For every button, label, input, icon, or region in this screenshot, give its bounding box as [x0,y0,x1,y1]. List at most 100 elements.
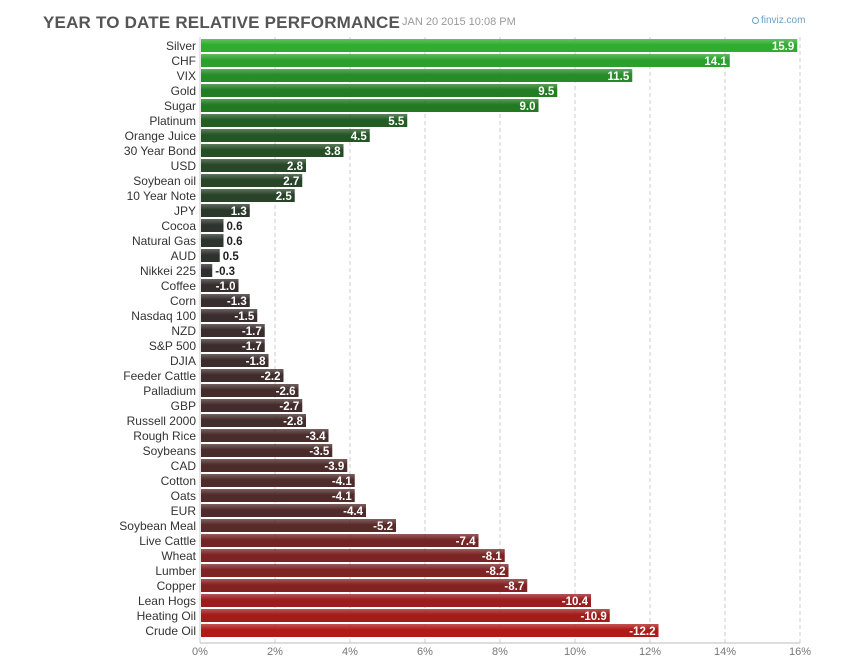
category-label: Gold [171,84,196,98]
value-label: 14.1 [704,56,727,68]
bar [201,444,333,457]
value-label: -10.4 [562,596,589,608]
value-label: -1.3 [227,296,247,308]
bar [201,69,633,82]
category-label: Silver [166,39,196,53]
value-label: -3.4 [306,431,326,443]
category-label: CHF [171,54,196,68]
value-label: 2.5 [276,191,293,203]
category-label: 30 Year Bond [124,144,196,158]
bar [201,474,355,487]
value-label: 4.5 [351,131,368,143]
category-label: Russell 2000 [127,414,197,428]
value-label: 3.8 [325,146,342,158]
category-label: Rough Rice [133,429,196,443]
bar [201,159,306,172]
bar [201,204,250,217]
category-label: GBP [171,399,196,413]
bar [201,99,539,112]
bar [201,84,558,97]
bar [201,594,591,607]
value-label: 2.8 [287,161,304,173]
x-tick-label: 12% [639,646,661,658]
category-label: Lumber [155,564,196,578]
bar [201,534,479,547]
category-label: Lean Hogs [138,594,196,608]
bar [201,624,659,637]
x-tick-label: 6% [417,646,433,658]
x-tick-label: 14% [714,646,736,658]
value-label: -1.8 [246,356,266,368]
value-label: -8.7 [504,581,524,593]
x-tick-label: 16% [789,646,811,658]
bar [201,264,213,277]
grid-lines [199,37,801,644]
x-tick-label: 10% [564,646,586,658]
category-label: Heating Oil [137,609,196,623]
bar [201,339,265,352]
category-label: DJIA [170,354,196,368]
bar [201,429,329,442]
bar [201,249,220,262]
value-label: -8.2 [486,566,506,578]
finviz-logo-icon [752,17,759,24]
bar [201,354,269,367]
category-label: EUR [171,504,197,518]
bar [201,39,798,52]
category-label: JPY [174,204,196,218]
bar [201,234,224,247]
category-label: Palladium [143,384,196,398]
bar [201,459,348,472]
bar [201,189,295,202]
value-label: -1.5 [234,311,254,323]
bar [201,174,303,187]
category-label: Soybean oil [133,174,196,188]
category-label: Nikkei 225 [140,264,196,278]
category-label: Cocoa [161,219,196,233]
value-label: -4.1 [332,476,352,488]
value-label: 9.0 [520,101,536,113]
x-tick-label: 2% [267,646,283,658]
value-label: 9.5 [538,86,555,98]
category-label: Corn [170,294,196,308]
brand-link[interactable]: finviz.com [752,15,805,26]
category-label: 10 Year Note [127,189,197,203]
category-label: CAD [171,459,197,473]
value-label: -4.1 [332,491,352,503]
value-label: -5.2 [373,521,393,533]
bar [201,54,730,67]
value-label: -8.1 [482,551,502,563]
category-label: Natural Gas [132,234,196,248]
value-label: -12.2 [629,626,655,638]
value-label: -1.0 [216,281,236,293]
value-label: -1.7 [242,326,262,338]
bar [201,309,258,322]
value-label: -3.9 [324,461,344,473]
category-label: Platinum [149,114,196,128]
category-label: Cotton [161,474,196,488]
value-label: -2.8 [283,416,303,428]
value-label: -10.9 [581,611,607,623]
x-tick-label: 4% [342,646,358,658]
value-label: -1.7 [242,341,262,353]
x-tick-label: 8% [492,646,508,658]
value-label: 11.5 [608,71,630,83]
bar [201,564,509,577]
value-label: 2.7 [283,176,299,188]
category-label: AUD [171,249,197,263]
category-label: Feeder Cattle [123,369,196,383]
value-label: 0.6 [227,221,243,233]
bar [201,369,284,382]
x-tick-label: 0% [192,646,208,658]
bar [201,324,265,337]
category-label: S&P 500 [149,339,196,353]
value-label: 0.5 [223,251,240,263]
category-label: Copper [157,579,196,593]
bar [201,114,408,127]
category-label: Soybean Meal [119,519,196,533]
chart-timestamp: JAN 20 2015 10:08 PM [402,16,516,28]
value-label: 0.6 [227,236,243,248]
category-label: VIX [177,69,196,83]
category-label: Live Cattle [139,534,196,548]
category-label: Oats [171,489,196,503]
